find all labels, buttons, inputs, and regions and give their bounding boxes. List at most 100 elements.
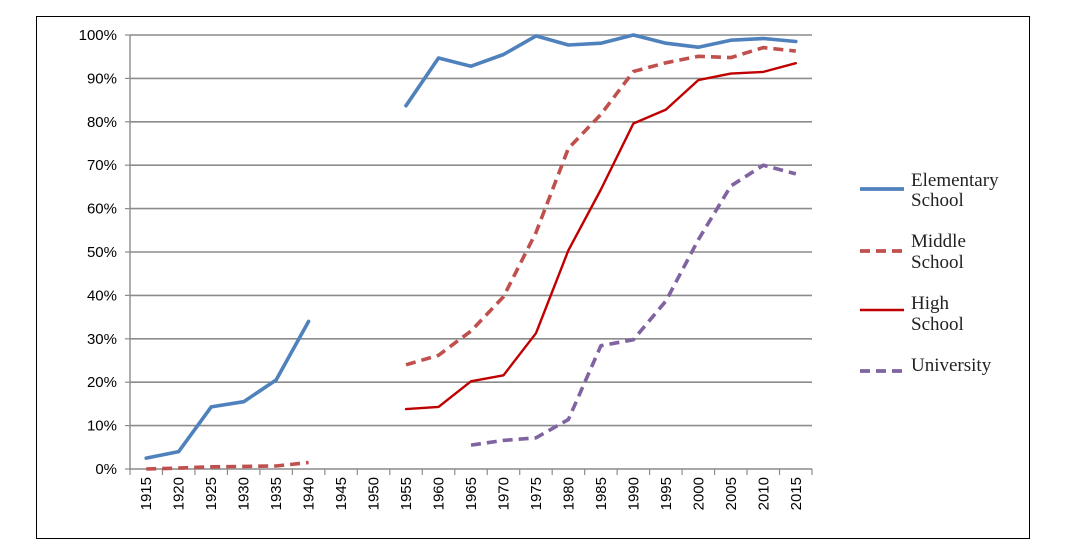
chart-frame xyxy=(36,16,1030,539)
legend-item-university: University xyxy=(860,355,992,376)
y-tick-label: 70% xyxy=(87,157,117,174)
data-point-university-2015 xyxy=(794,172,798,176)
y-tick-label: 30% xyxy=(87,331,117,348)
legend-label-university: University xyxy=(911,355,992,376)
x-tick-label-1945: 1945 xyxy=(333,477,350,510)
data-point-university-2000 xyxy=(696,238,700,242)
y-tick-label: 100% xyxy=(79,27,117,44)
x-tick-label-1940: 1940 xyxy=(301,477,318,510)
legend-label-middle-school-line2: School xyxy=(911,252,964,273)
data-point-middle-school-2005 xyxy=(729,56,733,60)
y-tick-label: 90% xyxy=(87,70,117,87)
legend-label-high-school-line2: School xyxy=(911,314,964,335)
y-tick-label: 80% xyxy=(87,114,117,131)
x-tick-label-2010: 2010 xyxy=(755,477,772,510)
data-point-elementary-school-2010 xyxy=(761,36,765,40)
data-point-university-1990 xyxy=(631,338,635,342)
data-point-high-school-1960 xyxy=(437,405,441,409)
data-point-elementary-school-1915 xyxy=(144,456,148,460)
data-point-middle-school-1925 xyxy=(209,465,213,469)
legend-item-high-school: High School xyxy=(860,293,964,335)
data-point-high-school-2000 xyxy=(696,78,700,82)
data-point-elementary-school-1925 xyxy=(209,405,213,409)
legend-label-middle-school: Middle xyxy=(911,231,966,252)
series-line-high-school xyxy=(404,62,797,411)
x-tick-label-2000: 2000 xyxy=(690,477,707,510)
series-middle-school xyxy=(144,45,798,471)
data-point-elementary-school-1975 xyxy=(534,34,538,38)
data-point-university-1975 xyxy=(534,436,538,440)
data-point-high-school-1985 xyxy=(599,188,603,192)
x-tick-label-1935: 1935 xyxy=(268,477,285,510)
data-point-elementary-school-1920 xyxy=(177,450,181,454)
data-point-middle-school-1970 xyxy=(501,295,505,299)
data-point-middle-school-1975 xyxy=(534,230,538,234)
data-point-high-school-2010 xyxy=(761,70,765,74)
legend-item-elementary-school: Elementary School xyxy=(860,170,999,211)
x-tick-label-1960: 1960 xyxy=(431,477,448,510)
data-point-university-2010 xyxy=(761,163,765,167)
x-tick-label-1920: 1920 xyxy=(171,477,188,510)
x-tick-label-1925: 1925 xyxy=(203,477,220,510)
data-point-middle-school-2015 xyxy=(794,49,798,53)
x-tick-label-1950: 1950 xyxy=(366,477,383,510)
y-tick-label: 0% xyxy=(95,461,117,478)
data-point-high-school-1970 xyxy=(501,373,505,377)
data-point-high-school-2005 xyxy=(729,72,733,76)
legend-item-middle-school: Middle School xyxy=(860,231,966,273)
series-line-middle-school xyxy=(146,460,309,471)
data-point-middle-school-1955 xyxy=(404,363,408,367)
data-point-high-school-2015 xyxy=(794,61,798,65)
legend: Elementary School Middle School High Sch… xyxy=(860,170,999,376)
x-tick-label-1985: 1985 xyxy=(593,477,610,510)
x-tick-label-1955: 1955 xyxy=(398,477,415,510)
data-point-elementary-school-1935 xyxy=(274,378,278,382)
y-tick-label: 10% xyxy=(87,418,117,435)
grid-layer xyxy=(130,34,812,427)
data-point-elementary-school-1960 xyxy=(437,56,441,60)
data-point-elementary-school-1970 xyxy=(501,53,505,57)
y-tick-label: 60% xyxy=(87,201,117,218)
data-point-elementary-school-1995 xyxy=(664,41,668,45)
legend-label-elementary-school: Elementary xyxy=(911,170,999,191)
data-point-middle-school-1965 xyxy=(469,329,473,333)
data-point-high-school-1975 xyxy=(534,331,538,335)
data-point-university-1980 xyxy=(566,418,570,422)
data-point-high-school-1980 xyxy=(566,248,570,252)
x-tick-label-2015: 2015 xyxy=(788,477,805,510)
data-point-middle-school-1990 xyxy=(631,69,635,73)
series-layer xyxy=(144,33,798,471)
x-tick-label-1980: 1980 xyxy=(560,477,577,510)
y-tick-label: 20% xyxy=(87,374,117,391)
x-tick-label-1990: 1990 xyxy=(625,477,642,510)
data-point-middle-school-1920 xyxy=(177,466,181,470)
x-tick-label-1915: 1915 xyxy=(138,477,155,510)
legend-label-elementary-school-line2: School xyxy=(911,190,964,211)
data-point-middle-school-1980 xyxy=(566,146,570,150)
x-tick-label-1930: 1930 xyxy=(236,477,253,510)
data-point-middle-school-1985 xyxy=(599,112,603,116)
data-point-elementary-school-2005 xyxy=(729,38,733,42)
data-point-university-2005 xyxy=(729,184,733,188)
data-point-high-school-1965 xyxy=(469,379,473,383)
data-point-middle-school-2000 xyxy=(696,54,700,58)
series-high-school xyxy=(404,61,798,411)
series-line-elementary-school xyxy=(144,319,311,460)
data-point-university-1970 xyxy=(501,438,505,442)
data-point-university-1995 xyxy=(664,299,668,303)
series-line-elementary-school xyxy=(404,33,798,108)
data-point-elementary-school-1955 xyxy=(404,104,408,108)
y-tick-label: 50% xyxy=(87,244,117,261)
data-point-elementary-school-1940 xyxy=(307,319,311,323)
data-point-elementary-school-2000 xyxy=(696,45,700,49)
series-line-middle-school xyxy=(405,45,796,367)
data-point-elementary-school-1990 xyxy=(631,33,635,37)
x-tick-label-1965: 1965 xyxy=(463,477,480,510)
x-tick-label-1975: 1975 xyxy=(528,477,545,510)
data-point-middle-school-1960 xyxy=(437,353,441,357)
x-tick-label-1970: 1970 xyxy=(495,477,512,510)
data-point-middle-school-1915 xyxy=(144,467,148,471)
series-elementary-school xyxy=(144,33,798,460)
legend-label-high-school: High xyxy=(911,293,950,314)
